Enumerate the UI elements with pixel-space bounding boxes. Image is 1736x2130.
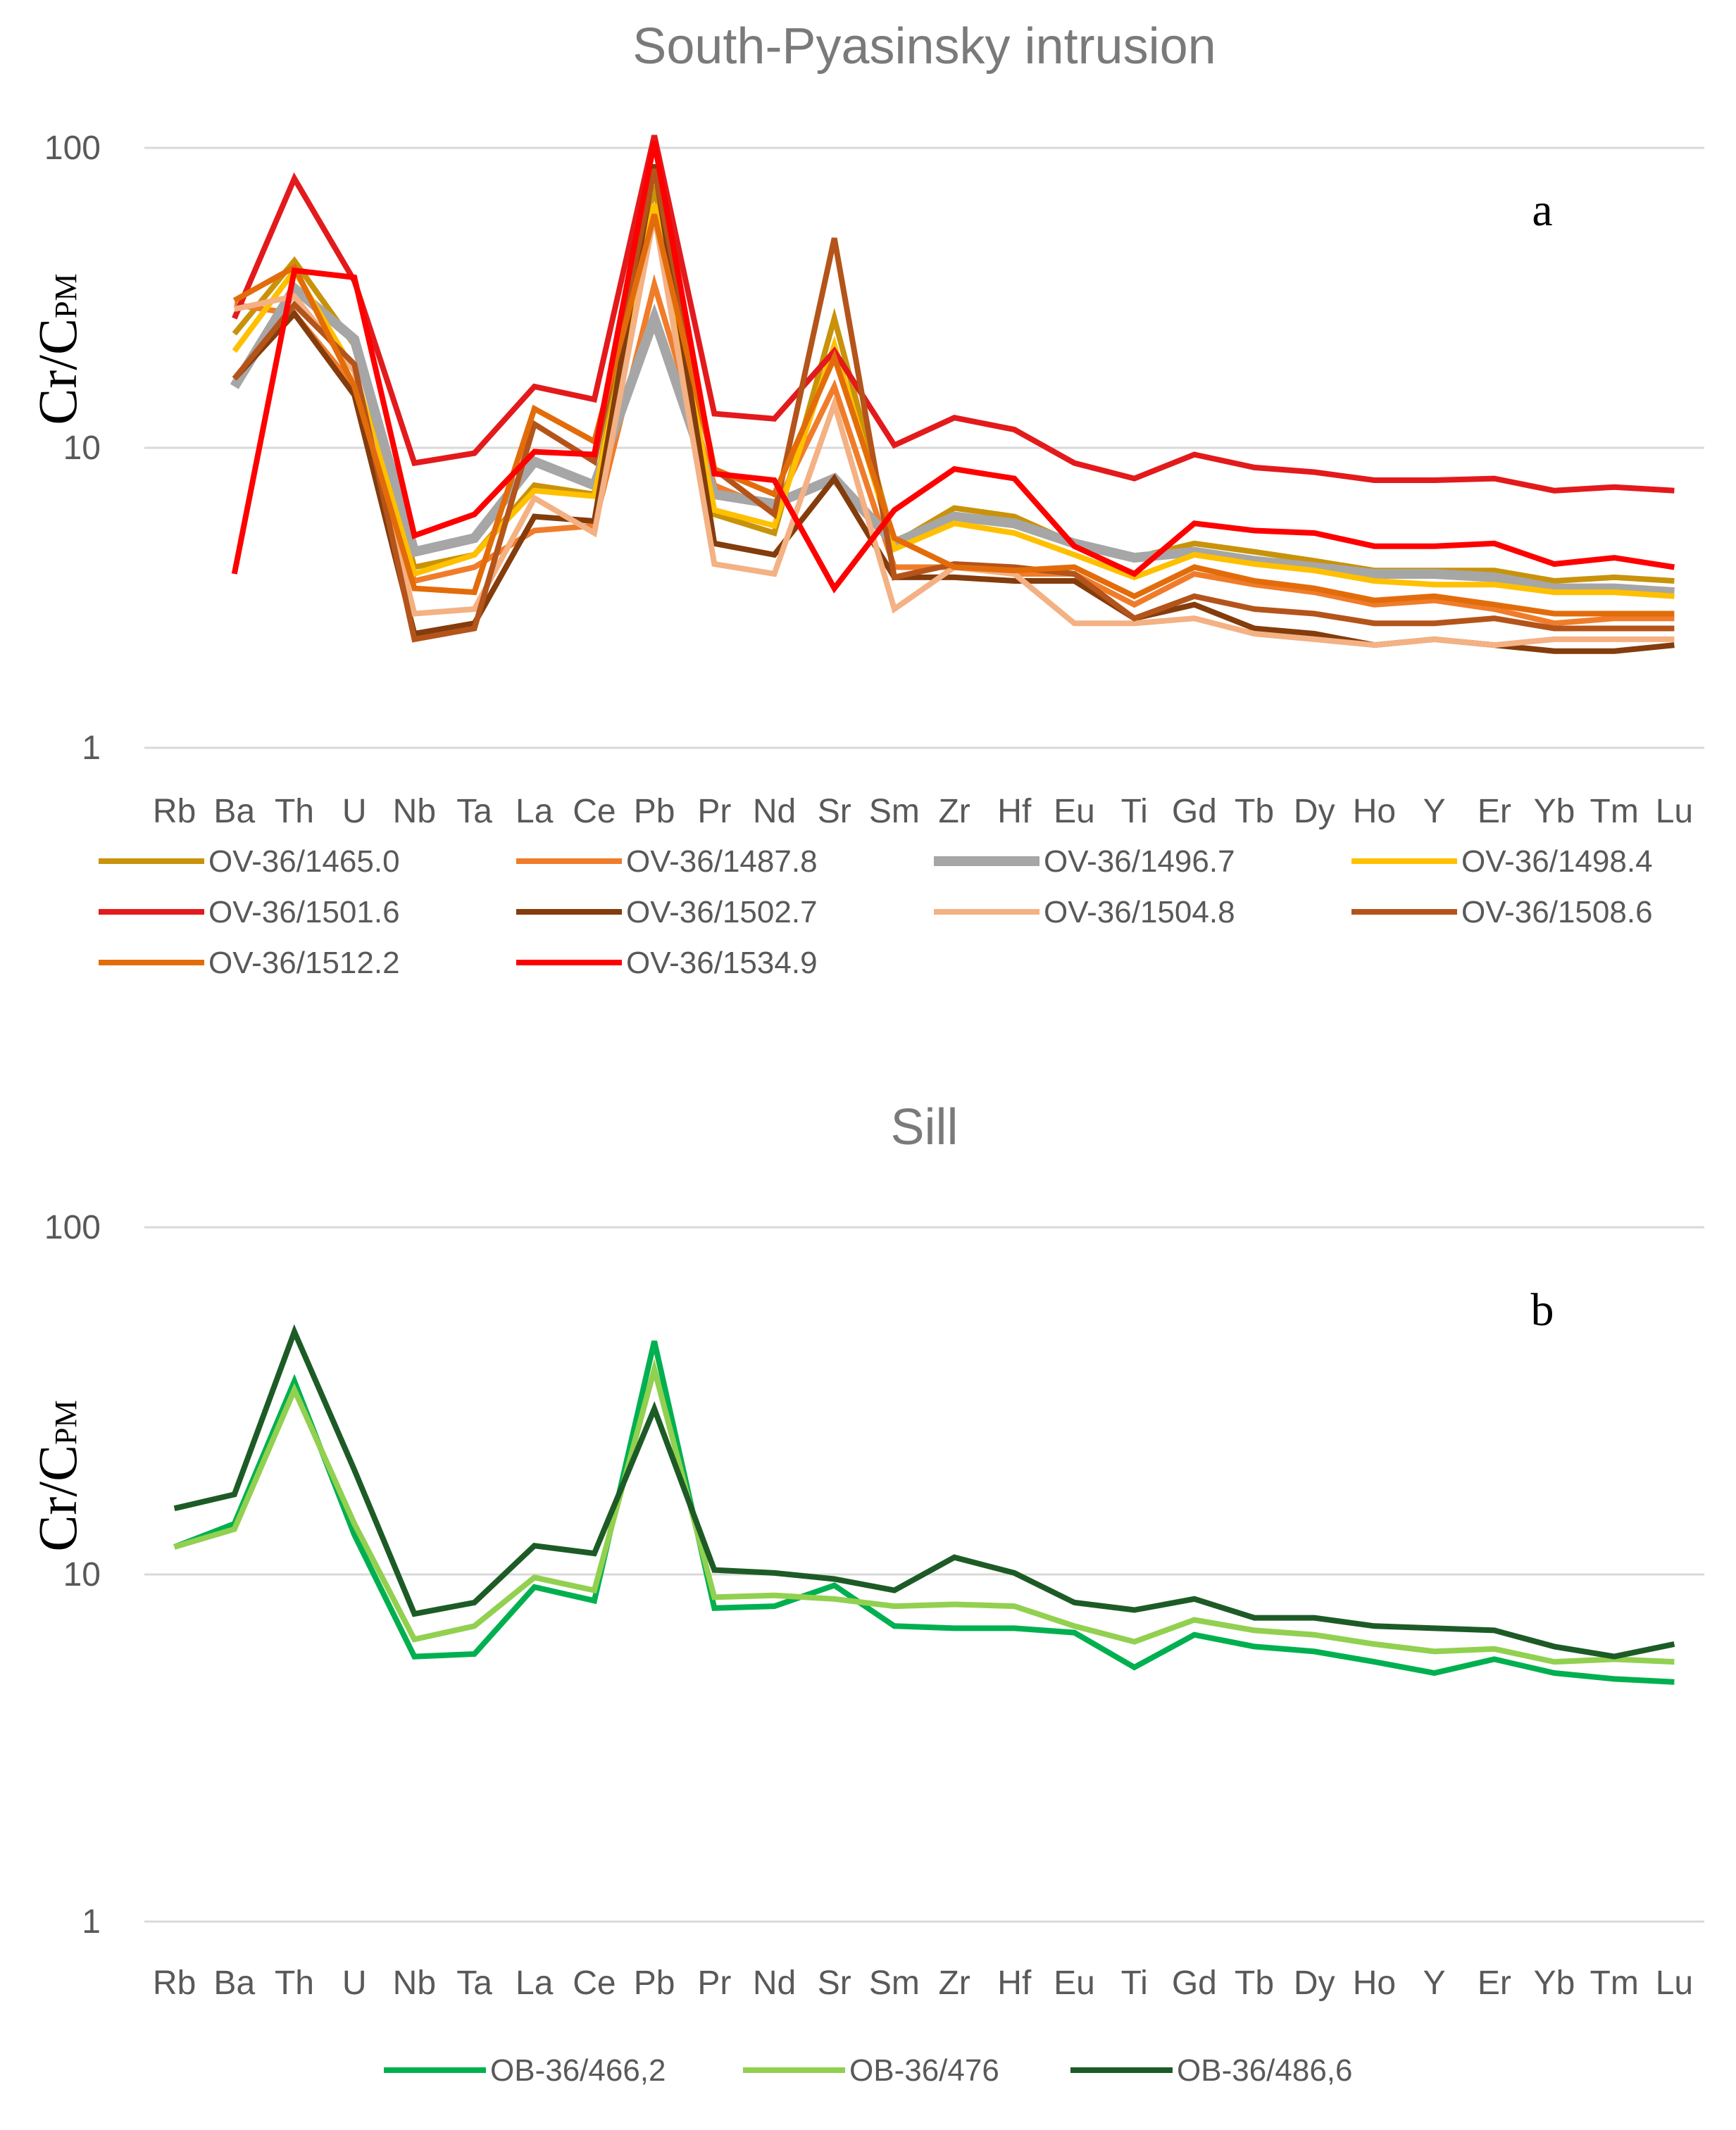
x-tick-label: Nb bbox=[393, 1965, 436, 2002]
x-tick-label: Ce bbox=[573, 793, 616, 830]
x-tick-label: Ho bbox=[1353, 793, 1396, 830]
x-tick-label: Lu bbox=[1656, 1965, 1693, 2002]
y-tick-label: 100 bbox=[44, 1209, 101, 1246]
y-tick-label: 100 bbox=[44, 130, 101, 167]
x-tick-label: Eu bbox=[1054, 1965, 1095, 2002]
x-tick-label: Hf bbox=[997, 1965, 1032, 2002]
y-tick-label: 1 bbox=[82, 729, 101, 767]
x-tick-label: La bbox=[516, 793, 554, 830]
chart-title: South-Pyasinsky intrusion bbox=[632, 18, 1216, 75]
x-tick-label: Gd bbox=[1172, 793, 1217, 830]
y-axis-label-subscript: PM bbox=[49, 1400, 83, 1445]
x-tick-label: Ta bbox=[456, 793, 492, 830]
series-line-10 bbox=[231, 141, 1675, 594]
legend-entry: OV-36/1502.7 bbox=[626, 895, 818, 929]
x-tick-label: Sr bbox=[818, 793, 851, 830]
x-tick-label: Tm bbox=[1590, 793, 1639, 830]
x-tick-label: Tb bbox=[1235, 1965, 1274, 2002]
legend-entry: OV-36/1465.0 bbox=[208, 844, 400, 879]
x-tick-label: Nd bbox=[753, 1965, 796, 2002]
x-tick-label: Pb bbox=[634, 793, 675, 830]
x-tick-label: Ba bbox=[213, 793, 255, 830]
legend: OV-36/1465.0 OV-36/1487.8 OV-36/1496.7 OV-3… bbox=[99, 844, 1653, 980]
legend: OB-36/466,2 OB-36/476 OB-36/486,6 bbox=[384, 2053, 1353, 2088]
x-tick-label: Ho bbox=[1353, 1965, 1396, 2002]
x-tick-label: Ce bbox=[573, 1965, 616, 2002]
x-tick-label: Pr bbox=[697, 793, 731, 830]
legend-entry: OB-36/466,2 bbox=[490, 2053, 666, 2088]
x-tick-label: Eu bbox=[1054, 793, 1095, 830]
legend-entry: OV-36/1501.6 bbox=[208, 895, 400, 929]
x-tick-label: Zr bbox=[938, 1965, 970, 2002]
x-tick-label: U bbox=[342, 1965, 367, 2002]
legend-entry: OV-36/1508.6 bbox=[1461, 895, 1653, 929]
series-line-4 bbox=[232, 203, 1675, 599]
x-tick-label: Gd bbox=[1172, 1965, 1217, 2002]
y-tick-label: 10 bbox=[63, 1556, 101, 1593]
panel-label: b bbox=[1531, 1284, 1554, 1336]
legend-entry: OV-36/1512.2 bbox=[208, 946, 400, 980]
x-tick-label: Zr bbox=[938, 793, 970, 830]
x-tick-label: Hf bbox=[997, 793, 1032, 830]
y-axis-label-main: Cr/C bbox=[27, 1445, 88, 1552]
y-axis-label: Cr/CPM bbox=[27, 273, 88, 425]
legend-entry: OV-36/1534.9 bbox=[626, 946, 818, 980]
series-line-9 bbox=[232, 213, 1675, 617]
chart-title: Sill bbox=[890, 1099, 958, 1155]
x-tick-label: Ba bbox=[213, 1965, 255, 2002]
x-tick-label: Dy bbox=[1294, 793, 1335, 830]
chart-panel-b: Sill 1 10 100 Cr/CPM b Rb Ba Th U Nb Ta La Ce Pb Pr Nd Sr… bbox=[27, 1099, 1704, 2088]
x-tick-label: Er bbox=[1478, 1965, 1511, 2002]
x-tick-label: Tm bbox=[1590, 1965, 1639, 2002]
legend-entry: OV-36/1498.4 bbox=[1461, 844, 1653, 879]
x-tick-label: Sm bbox=[869, 793, 920, 830]
x-tick-label: Dy bbox=[1294, 1965, 1335, 2002]
y-axis-label-subscript: PM bbox=[49, 273, 83, 318]
legend-entry: OB-36/476 bbox=[849, 2053, 999, 2088]
x-tick-label: Ta bbox=[456, 1965, 492, 2002]
series-line-8 bbox=[232, 168, 1675, 643]
x-tick-label: Ti bbox=[1121, 1965, 1148, 2002]
x-tick-label: Tb bbox=[1235, 793, 1274, 830]
x-tick-label: Y bbox=[1423, 793, 1446, 830]
x-tick-label: Ti bbox=[1121, 793, 1148, 830]
y-tick-label: 10 bbox=[63, 430, 101, 467]
series-line-3 bbox=[230, 280, 1675, 598]
legend-entry: OV-36/1487.8 bbox=[626, 844, 818, 879]
panel-label: a bbox=[1532, 184, 1552, 236]
chart-panel-a: South-Pyasinsky intrusion 1 10 100 Cr/CPM a Rb… bbox=[27, 18, 1704, 980]
x-tick-label: Nd bbox=[753, 793, 796, 830]
x-tick-label: Rb bbox=[153, 793, 196, 830]
series-line-7 bbox=[233, 213, 1675, 649]
x-tick-label: Yb bbox=[1534, 793, 1575, 830]
x-tick-label: Er bbox=[1478, 793, 1511, 830]
y-axis-label: Cr/CPM bbox=[27, 1400, 88, 1551]
legend-entry: OV-36/1496.7 bbox=[1044, 844, 1235, 879]
x-tick-label: Th bbox=[275, 793, 314, 830]
series-line-5 bbox=[232, 134, 1675, 494]
x-tick-label: Yb bbox=[1534, 1965, 1575, 2002]
x-tick-label: Pr bbox=[697, 1965, 731, 2002]
series-line-1 bbox=[173, 1340, 1675, 1685]
y-tick-label: 1 bbox=[82, 1903, 101, 1941]
x-tick-label: La bbox=[516, 1965, 554, 2002]
legend-entry: OV-36/1504.8 bbox=[1044, 895, 1235, 929]
legend-entry: OB-36/486,6 bbox=[1177, 2053, 1353, 2088]
series-line-2 bbox=[173, 1358, 1675, 1665]
y-axis-label-main: Cr/C bbox=[27, 318, 88, 425]
x-tick-label: Sr bbox=[818, 1965, 851, 2002]
x-tick-label: Nb bbox=[393, 793, 436, 830]
x-tick-label: Th bbox=[275, 1965, 314, 2002]
x-tick-label: Lu bbox=[1656, 793, 1693, 830]
x-tick-label: Rb bbox=[153, 1965, 196, 2002]
x-tick-label: Pb bbox=[634, 1965, 675, 2002]
x-tick-label: Y bbox=[1423, 1965, 1446, 2002]
x-tick-label: Sm bbox=[869, 1965, 920, 2002]
x-tick-label: U bbox=[342, 793, 367, 830]
series-line-3 bbox=[173, 1324, 1675, 1660]
